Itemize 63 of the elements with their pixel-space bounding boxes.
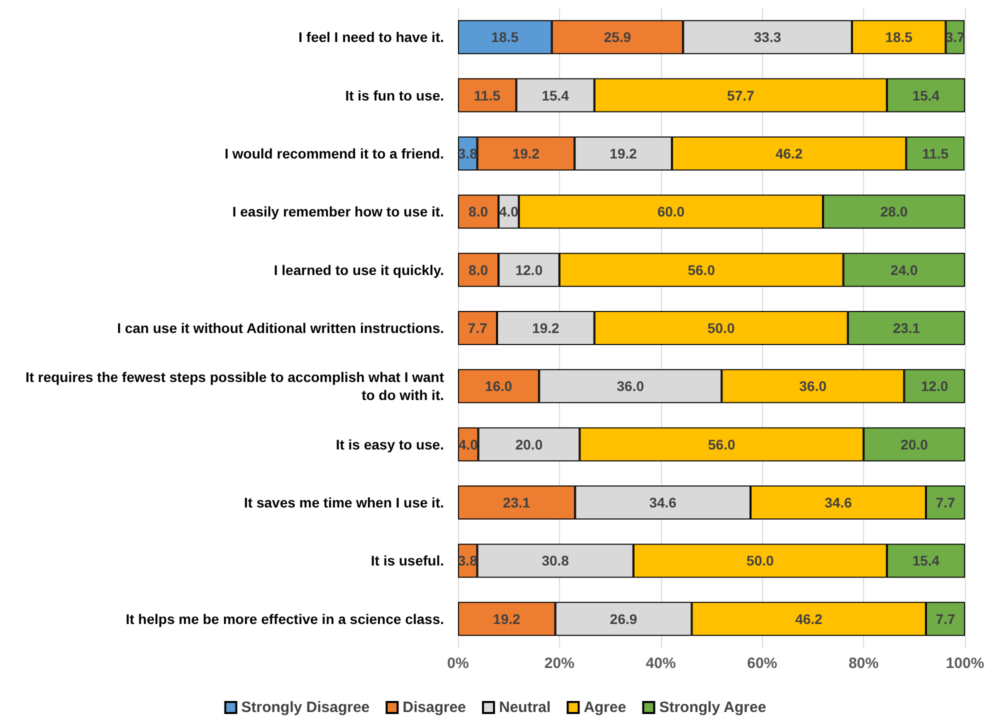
- y-tick-label: I learned to use it quickly.: [274, 262, 444, 278]
- data-label: 7.7: [936, 610, 956, 627]
- data-label: 46.2: [795, 610, 823, 627]
- data-label: 18.5: [491, 29, 519, 46]
- data-label: 18.5: [885, 29, 913, 46]
- data-label: 60.0: [657, 204, 685, 220]
- data-label: 15.4: [542, 87, 570, 104]
- data-label: 30.8: [542, 552, 570, 569]
- data-label: 12.0: [515, 262, 543, 278]
- x-tick-label: 80%: [848, 655, 879, 672]
- data-label: 33.3: [754, 29, 782, 46]
- data-label: 23.1: [502, 494, 530, 511]
- x-tick-label: 20%: [544, 655, 574, 672]
- data-label: 15.4: [912, 87, 940, 104]
- y-tick-label: It is fun to use.: [345, 87, 444, 104]
- legend-label: Neutral: [499, 699, 551, 716]
- y-tick-label: It is easy to use.: [336, 436, 444, 452]
- y-tick-label: It is useful.: [370, 552, 444, 569]
- y-tick-label: I feel I need to have it.: [298, 29, 444, 46]
- y-tick-label: I can use it without Aditional written instructions.: [117, 320, 444, 336]
- x-tick-label: 40%: [646, 655, 676, 672]
- data-label: 34.6: [824, 494, 852, 511]
- x-tick-label: 100%: [946, 655, 984, 672]
- data-label: 19.2: [512, 145, 540, 162]
- x-tick-label: 0%: [447, 655, 469, 672]
- data-label: 50.0: [746, 552, 774, 569]
- legend-label: Strongly Agree: [659, 699, 766, 716]
- data-label: 8.0: [468, 204, 488, 220]
- data-label: 19.2: [532, 320, 560, 336]
- data-label: 19.2: [493, 610, 521, 627]
- data-label: 20.0: [515, 436, 543, 452]
- data-label: 50.0: [708, 320, 735, 336]
- data-label: 24.0: [890, 262, 918, 278]
- legend-label: Strongly Disagree: [241, 699, 370, 716]
- data-label: 15.4: [912, 552, 940, 569]
- y-tick-label: It requires the fewest steps possible to accomplish what I want to do with it.: [25, 369, 444, 404]
- data-label: 25.9: [604, 29, 632, 46]
- x-tick-label: 60%: [747, 655, 778, 672]
- data-label: 12.0: [920, 378, 948, 394]
- data-label: 36.0: [616, 378, 644, 394]
- data-label: 57.7: [727, 87, 754, 104]
- data-label: 23.1: [892, 320, 920, 336]
- legend-label: Disagree: [402, 699, 466, 716]
- data-label: 11.5: [474, 87, 501, 104]
- y-tick-label: It helps me be more effective in a science class.: [126, 610, 444, 627]
- data-label: 11.5: [922, 145, 949, 162]
- data-label: 7.7: [936, 494, 956, 511]
- legend-label: Agree: [584, 699, 626, 716]
- data-label: 19.2: [610, 145, 638, 162]
- y-tick-label: I would recommend it to a friend.: [224, 145, 444, 162]
- data-label: 20.0: [900, 436, 928, 452]
- data-label: 7.7: [468, 320, 488, 336]
- data-label: 34.6: [649, 494, 677, 511]
- data-label: 56.0: [708, 436, 736, 452]
- data-label: 46.2: [775, 145, 803, 162]
- y-tick-label: I easily remember how to use it.: [232, 204, 444, 220]
- y-tick-label: It saves me time when I use it.: [244, 494, 444, 511]
- data-label: 28.0: [880, 204, 908, 220]
- data-label: 56.0: [688, 262, 716, 278]
- data-label: 8.0: [468, 262, 488, 278]
- data-label: 16.0: [484, 378, 512, 394]
- data-label: 36.0: [799, 378, 827, 394]
- data-label: 26.9: [610, 610, 638, 627]
